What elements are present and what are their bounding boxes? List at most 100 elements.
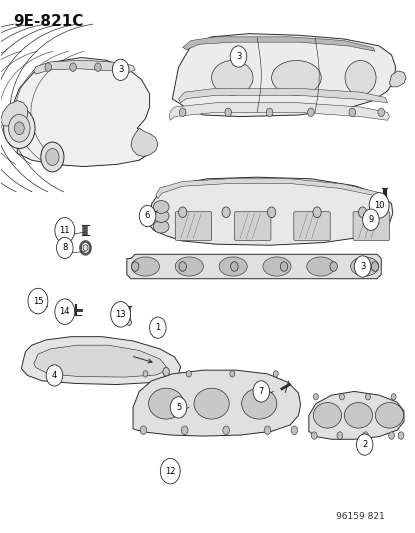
Text: 5: 5 (176, 403, 181, 412)
Circle shape (140, 426, 146, 434)
Text: 9: 9 (368, 215, 374, 224)
FancyBboxPatch shape (353, 212, 390, 240)
Circle shape (46, 149, 59, 165)
Ellipse shape (194, 388, 229, 419)
Circle shape (337, 432, 343, 439)
Circle shape (222, 207, 230, 217)
Circle shape (339, 393, 344, 400)
Circle shape (391, 393, 396, 400)
Text: 15: 15 (33, 296, 43, 305)
Circle shape (273, 370, 278, 377)
Circle shape (81, 241, 90, 254)
Ellipse shape (344, 402, 373, 428)
Text: 8: 8 (62, 244, 68, 253)
Circle shape (70, 63, 76, 71)
Polygon shape (178, 88, 388, 103)
Text: 11: 11 (60, 226, 70, 235)
Circle shape (4, 108, 35, 149)
Polygon shape (1, 101, 27, 126)
Circle shape (115, 63, 122, 71)
Circle shape (363, 209, 379, 230)
Circle shape (354, 256, 371, 277)
Ellipse shape (132, 257, 159, 276)
Ellipse shape (313, 402, 342, 428)
Text: 3: 3 (360, 262, 365, 271)
Circle shape (42, 297, 46, 304)
FancyBboxPatch shape (175, 212, 212, 240)
Circle shape (268, 207, 276, 217)
Circle shape (132, 262, 139, 271)
Circle shape (308, 108, 314, 117)
Circle shape (83, 245, 88, 251)
Polygon shape (169, 103, 390, 120)
Circle shape (398, 432, 404, 439)
Circle shape (112, 59, 129, 80)
Circle shape (149, 317, 166, 338)
Circle shape (313, 207, 321, 217)
Circle shape (95, 63, 101, 71)
Circle shape (223, 426, 229, 434)
Circle shape (371, 262, 379, 271)
Ellipse shape (153, 209, 169, 222)
Circle shape (179, 108, 186, 117)
Circle shape (253, 381, 269, 402)
Ellipse shape (153, 220, 169, 233)
Ellipse shape (149, 388, 184, 419)
Circle shape (359, 207, 367, 217)
Circle shape (28, 288, 48, 314)
Polygon shape (131, 128, 158, 157)
Polygon shape (34, 60, 135, 74)
Circle shape (127, 319, 132, 326)
FancyBboxPatch shape (294, 212, 330, 240)
FancyBboxPatch shape (234, 212, 271, 240)
Ellipse shape (376, 402, 403, 428)
Circle shape (264, 426, 271, 434)
Circle shape (46, 365, 63, 386)
Circle shape (363, 432, 369, 439)
Text: 9E-821C: 9E-821C (13, 14, 83, 29)
Circle shape (41, 142, 64, 172)
Circle shape (230, 46, 247, 67)
Circle shape (45, 63, 51, 71)
Circle shape (15, 122, 24, 135)
Circle shape (55, 299, 75, 325)
Polygon shape (34, 345, 166, 377)
Ellipse shape (345, 61, 376, 95)
Circle shape (313, 393, 318, 400)
Ellipse shape (307, 257, 335, 276)
Circle shape (179, 262, 186, 271)
Circle shape (178, 207, 187, 217)
Ellipse shape (219, 257, 247, 276)
Circle shape (163, 368, 169, 376)
Ellipse shape (242, 388, 277, 419)
Text: 14: 14 (60, 307, 70, 316)
Circle shape (9, 115, 30, 142)
Ellipse shape (153, 200, 169, 213)
Polygon shape (149, 177, 393, 245)
Circle shape (291, 426, 298, 434)
Circle shape (139, 205, 156, 227)
Circle shape (55, 217, 75, 243)
Circle shape (266, 108, 273, 117)
Circle shape (378, 108, 385, 117)
Text: 6: 6 (145, 212, 150, 221)
Circle shape (56, 237, 73, 259)
Ellipse shape (351, 257, 379, 276)
Circle shape (111, 302, 131, 327)
Text: 10: 10 (374, 201, 384, 210)
Polygon shape (9, 58, 151, 166)
Circle shape (231, 262, 238, 271)
Text: 13: 13 (115, 310, 126, 319)
Circle shape (160, 458, 180, 484)
Circle shape (225, 108, 232, 117)
Text: 96159 821: 96159 821 (336, 512, 385, 521)
Polygon shape (183, 37, 375, 51)
Ellipse shape (212, 61, 253, 95)
Text: 1: 1 (155, 323, 161, 332)
Polygon shape (133, 370, 300, 436)
Polygon shape (127, 254, 381, 279)
Text: 7: 7 (259, 387, 264, 396)
Text: 2: 2 (362, 440, 367, 449)
Circle shape (369, 192, 389, 218)
Polygon shape (390, 71, 406, 87)
